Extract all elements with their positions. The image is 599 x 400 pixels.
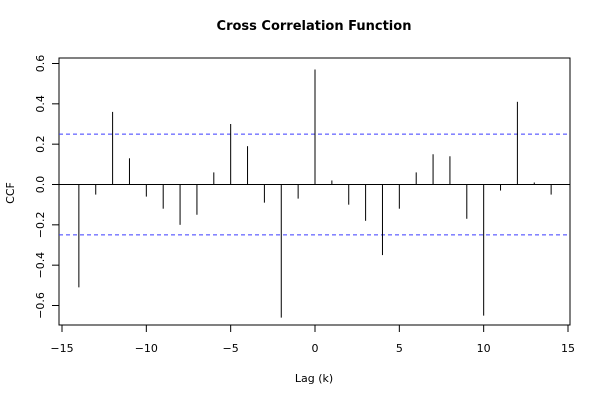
y-axis-label: CCF [4,182,17,204]
x-tick-label: 10 [477,342,491,355]
y-tick-label: 0.0 [34,176,47,194]
chart-title: Cross Correlation Function [217,19,412,34]
x-tick-label: −15 [50,342,73,355]
x-tick-label: 5 [396,342,403,355]
x-axis-label: Lag (k) [295,372,333,385]
y-tick-label: −0.4 [34,252,47,279]
x-tick-label: 0 [312,342,319,355]
y-tick-label: 0.4 [34,95,47,113]
x-tick-label: 15 [561,342,575,355]
y-tick-label: 0.6 [34,55,47,73]
chart-marks: −15 −10 −5 0 5 10 15 −0.6 −0.4 −0.2 0.0 0.2 0.4 0.6 [34,55,575,355]
y-tick-label: 0.2 [34,135,47,153]
x-tick-label: −5 [223,342,239,355]
x-tick-label: −10 [135,342,158,355]
y-tick-label: −0.2 [34,211,47,238]
y-tick-label: −0.6 [34,292,47,319]
